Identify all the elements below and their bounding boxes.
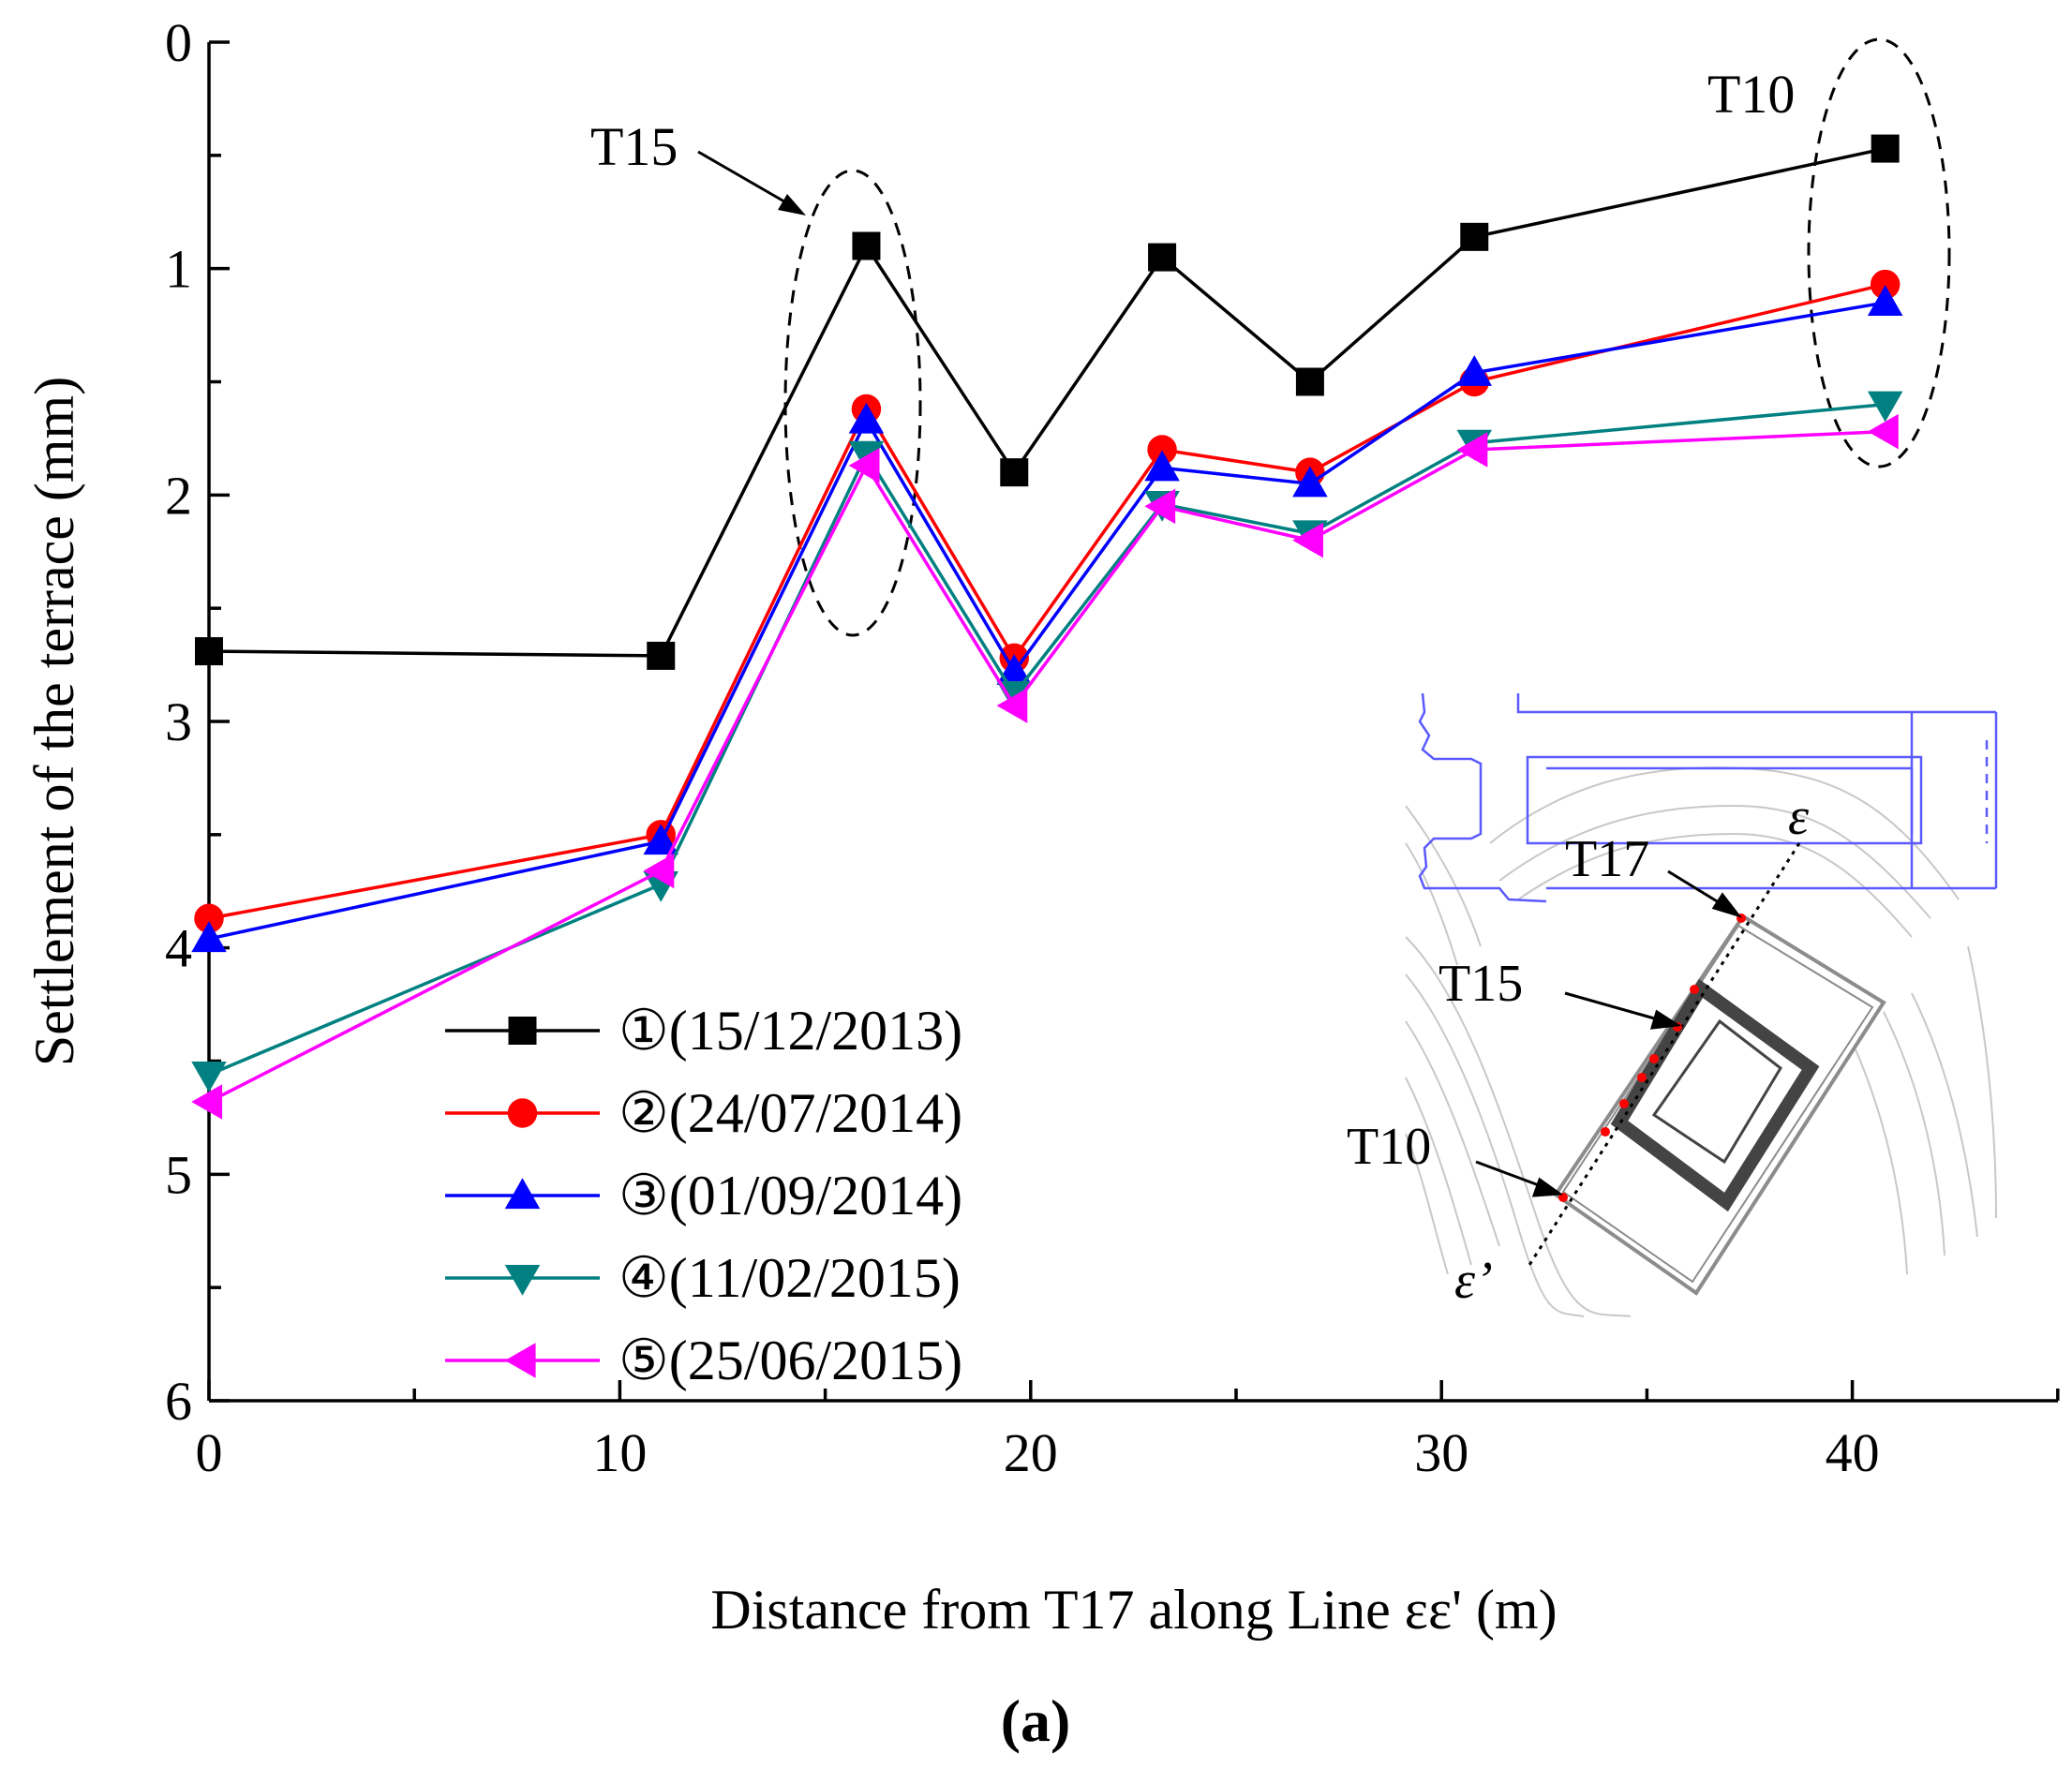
figure-caption: (a) [1001,1687,1071,1754]
legend: ①(15/12/2013) ②(24/07/2014) ③(01/09/2014) ④… [445,1000,962,1391]
inset-label-t15: T15 [1438,955,1523,1013]
data-point [1144,450,1180,482]
data-point [643,853,675,889]
legend-marker [504,1178,541,1210]
series-3 [191,285,1903,953]
legend-item: ②(24/07/2014) [445,1082,962,1144]
data-point [643,824,678,855]
x-tick-label: 40 [1826,1422,1880,1483]
data-point [195,637,223,666]
data-point [1871,134,1900,163]
legend-item: ③(01/09/2014) [445,1165,962,1226]
legend-marker [504,1264,541,1296]
legend-label: ⑤(25/06/2015) [619,1330,962,1391]
series-1 [195,134,1900,670]
data-point [191,1084,223,1120]
inset-contour-lines [1405,766,1997,1317]
data-point [1456,355,1493,386]
annotations: T15 T10 [590,37,1951,637]
series-line [208,282,1886,920]
data-point [1867,285,1903,316]
y-tick-label: 3 [165,691,192,752]
series-line [208,402,1886,1077]
t15-arrow-line [697,150,790,206]
data-point [647,641,676,670]
data-point [1144,488,1176,525]
inset-label-epsilon-prime: ε’ [1454,1252,1493,1310]
data-point [1292,466,1328,498]
data-point [848,448,880,483]
annotation-t15: T15 [590,116,678,177]
axis-tick-labels: 0 10 20 30 40 0 1 2 3 4 5 6 [165,12,1880,1483]
data-point [1867,391,1903,423]
inset-site-plan: T17 T15 T10 ε ε’ [1347,684,2001,1321]
inset-arrows [1475,869,1743,1197]
x-tick-label: 10 [592,1422,647,1483]
legend-item: ④(11/02/2015) [445,1247,961,1309]
data-point [1292,522,1323,558]
data-point [1000,458,1029,487]
data-point [191,921,227,953]
legend-label: ④(11/02/2015) [619,1247,961,1309]
x-tick-label: 0 [196,1422,223,1483]
legend-marker [508,1017,537,1045]
y-axis-title: Settlement of the terrace (mm) [23,377,85,1066]
data-point [996,688,1028,723]
inset-pyramid [1610,978,1820,1212]
legend-marker [507,1098,538,1128]
annotation-t10: T10 [1707,64,1795,125]
x-axis-title: Distance from T17 along Line εε' (m) [710,1579,1557,1641]
t10-highlight-ellipse [1807,37,1951,468]
legend-label: ②(24/07/2014) [619,1082,962,1144]
data-point [1460,222,1489,251]
data-point [1870,269,1901,300]
y-tick-label: 4 [165,918,192,979]
inset-label-t10: T10 [1347,1118,1431,1176]
data-point [191,1061,227,1092]
x-tick-label: 30 [1414,1422,1468,1483]
x-tick-label: 20 [1004,1422,1058,1483]
t15-highlight-ellipse [783,169,922,637]
data-point [1148,243,1177,272]
y-tick-label: 6 [165,1371,192,1432]
legend-label: ③(01/09/2014) [619,1165,962,1226]
data-point [1147,435,1177,465]
y-tick-label: 1 [165,239,192,300]
t15-arrow-head [778,194,806,215]
series-5 [191,413,1899,1120]
legend-item: ⑤(25/06/2015) [445,1330,962,1391]
data-point [1456,432,1488,468]
series-layer [191,134,1903,1120]
inset-label-t17: T17 [1565,830,1649,888]
data-point [1867,413,1899,450]
data-point [852,231,881,260]
series-line [208,301,1886,941]
legend-label: ①(15/12/2013) [619,1000,962,1062]
inset-label-epsilon: ε [1788,788,1810,846]
series-line [208,429,1886,1104]
data-point [1295,367,1324,396]
series-line [208,146,1886,658]
legend-item: ①(15/12/2013) [445,1000,962,1062]
y-tick-label: 5 [165,1144,192,1205]
data-point [194,903,224,933]
y-tick-label: 0 [165,12,192,73]
inset-blue-outlines [1418,692,1998,903]
y-tick-label: 2 [165,465,192,526]
data-point [848,402,885,434]
legend-marker [504,1343,536,1378]
